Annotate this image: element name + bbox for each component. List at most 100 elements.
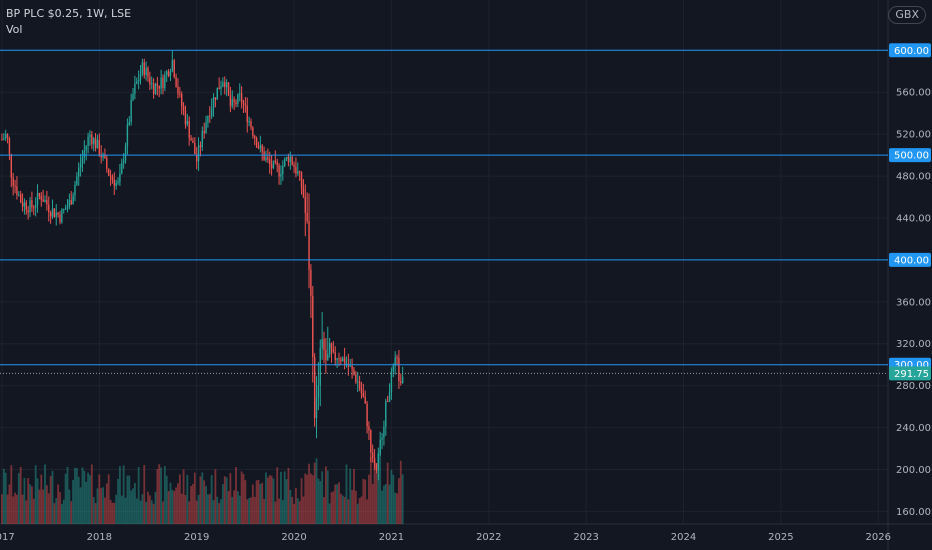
volume-bar [345,464,348,524]
candle-body [117,182,119,184]
candle-body [252,127,254,136]
candle-body [72,195,74,205]
candle-body [40,196,42,200]
volume-bar [36,478,39,524]
candle-body [81,157,84,164]
volume-bar [296,498,299,524]
candle-body [216,87,218,100]
candle-body [235,101,237,104]
volume-bar [274,501,277,524]
volume-bar [240,471,243,524]
candle-body [240,93,243,103]
symbol-title[interactable]: BP PLC $0.25, 1W, LSE [6,7,132,20]
candle-body [362,393,365,397]
volume-bar [124,497,127,524]
candle-body [259,145,262,149]
x-tick-label: 2019 [184,532,209,543]
candle-body [3,138,5,140]
candle-body [4,134,7,139]
candle-body [257,147,260,149]
volume-bar [158,464,161,524]
candle-body [398,357,400,382]
volume-bar [257,479,260,524]
volume-bar [160,467,163,524]
candle-body [29,200,31,213]
volume-bar [38,489,41,524]
candle-body [280,173,282,177]
volume-bar [366,499,368,524]
volume-bar [334,484,337,524]
candle-body [308,220,310,270]
volume-label[interactable]: Vol [6,23,23,36]
candle-body [102,154,104,158]
volume-bar [265,472,267,524]
volume-bar [205,486,207,524]
volume-bar [248,498,251,524]
volume-bar [328,503,331,524]
volume-bar [70,501,73,524]
candle-body [323,339,325,351]
currency-badge[interactable]: GBX [888,6,926,24]
candle-body [89,134,91,137]
volume-bar [109,499,112,524]
candle-body [244,104,247,106]
candle-body [194,142,196,155]
volume-bar [29,484,31,524]
candle-body [334,352,336,361]
candle-body [128,122,130,125]
volume-bar [336,484,339,524]
volume-bar [341,495,344,524]
volume-bar [399,460,402,524]
volume-bar [130,490,133,524]
volume-bar [150,500,153,524]
candle-body [207,116,209,123]
volume-bar [6,494,9,524]
volume-bar [321,471,324,524]
candle-body [319,347,321,386]
candle-body [197,145,200,162]
volume-bar [323,497,325,524]
volume-bar [147,491,149,524]
candle-body [327,354,329,360]
candle-body [351,365,353,370]
candle-body [141,62,144,74]
level-price-label: 400.00 [894,255,929,266]
candle-body [287,156,290,162]
volume-bar [111,502,114,524]
volume-bar [221,484,224,524]
candle-body [340,359,342,362]
candle-body [201,130,204,148]
volume-bar [250,497,252,524]
candle-body [173,60,175,77]
candle-body [283,158,286,166]
candle-body [377,453,380,471]
volume-bar [66,466,69,524]
volume-bar [351,490,353,524]
volume-bar [263,499,265,524]
volume-bar [364,479,367,524]
candle-body [111,176,114,180]
volume-bar [349,468,352,524]
volume-bar [96,488,99,524]
volume-bar [300,478,303,524]
volume-bar [293,503,295,524]
volume-bar [223,476,226,524]
volume-bar [21,494,24,524]
candle-body [36,193,39,206]
candle-body [381,437,383,440]
candle-body [312,295,314,358]
candle-body [342,357,344,362]
volume-bar [79,487,82,524]
volume-bar [81,467,84,524]
candle-body [263,151,265,161]
volume-bar [77,476,80,524]
candle-body [61,209,63,223]
volume-bar [266,477,269,524]
volume-bar [289,489,292,524]
volume-bar [163,466,166,524]
candle-body [76,176,78,185]
candle-body [1,139,3,141]
candle-body [401,376,404,383]
candle-body [78,167,80,177]
